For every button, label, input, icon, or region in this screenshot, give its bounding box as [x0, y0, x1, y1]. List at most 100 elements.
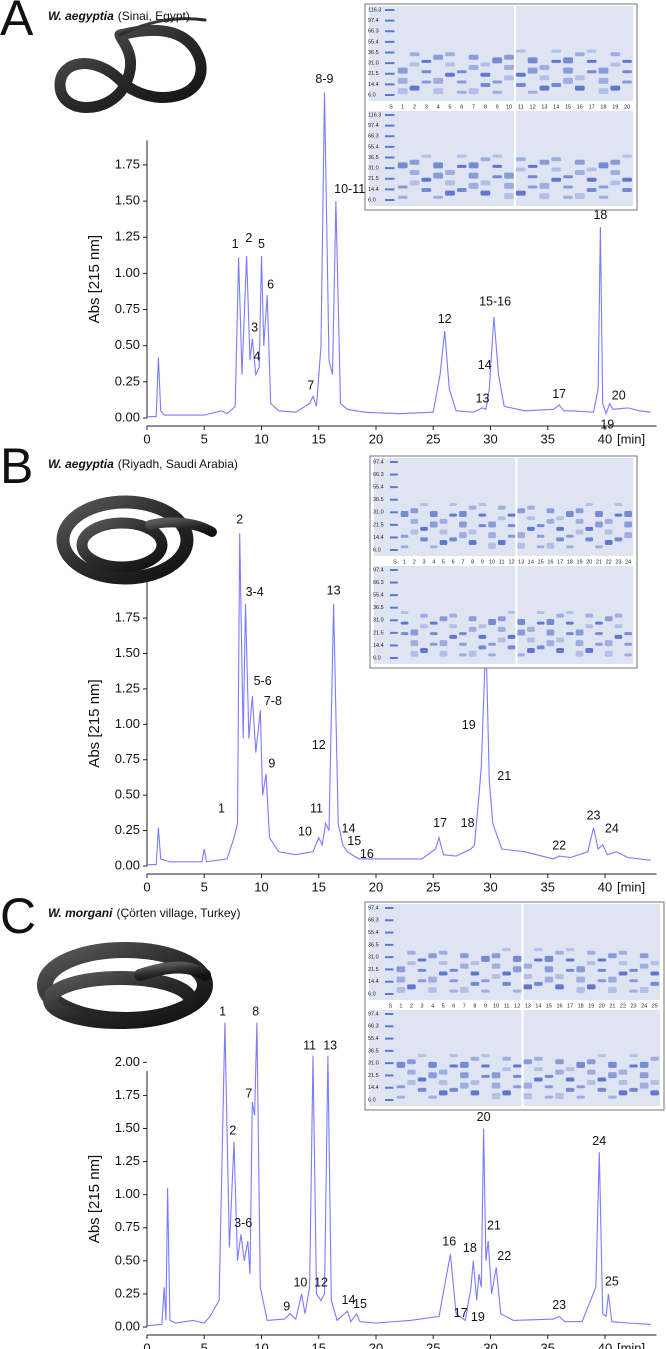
gel-band: [456, 90, 467, 94]
gel-band: [586, 950, 596, 955]
peak-label: 18: [593, 208, 607, 222]
gel-band: [492, 154, 503, 158]
x-axis-label: [min]: [617, 1340, 645, 1349]
gel-band: [428, 987, 437, 994]
gel-band: [639, 953, 649, 959]
gel-band: [546, 542, 555, 549]
gel-band: [515, 190, 526, 196]
gel-band: [517, 532, 526, 539]
x-tick-label: 10: [254, 879, 268, 894]
gel-band: [512, 1064, 522, 1068]
gel-band: [449, 968, 459, 972]
gel-band: [595, 510, 603, 517]
gel-band: [449, 1064, 459, 1068]
gel-band: [460, 1082, 469, 1089]
gel-band: [449, 989, 459, 993]
y-tick-label: 1.25: [115, 680, 140, 695]
gel-band: [439, 529, 448, 535]
peak-label: 20: [612, 389, 626, 403]
gel-marker-label: 31.0: [368, 166, 379, 172]
snake-photo: [54, 17, 207, 113]
gel-lane-label: 20: [599, 1003, 605, 1009]
peak-label: 17: [552, 387, 566, 401]
gel-marker-band: [385, 94, 395, 96]
gel-marker-band: [385, 177, 395, 180]
gel-lane-label: 4: [437, 104, 440, 110]
gel-marker-band: [385, 1049, 394, 1052]
gel-band: [565, 958, 575, 962]
y-axis-label: Abs [215 nm]: [86, 235, 103, 323]
gel-band: [428, 1072, 437, 1079]
gel-band: [650, 961, 659, 966]
gel-marker-label: 55.4: [373, 485, 384, 491]
x-tick-label: 20: [369, 1340, 383, 1349]
gel-band: [598, 185, 609, 189]
gel-band: [502, 1056, 511, 1061]
x-tick-label: 15: [312, 879, 326, 894]
gel-band: [507, 634, 516, 639]
gel-lane-label: 3: [422, 559, 425, 565]
peak-label: 16: [360, 847, 374, 861]
gel-marker-band: [385, 919, 394, 922]
gel-band: [622, 177, 632, 182]
gel-band: [417, 958, 427, 962]
gel-band: [650, 1080, 659, 1086]
gel-band: [576, 1061, 585, 1068]
gel-band: [491, 953, 501, 959]
peak-label: 4: [253, 350, 260, 364]
gel-band: [536, 611, 545, 614]
gel-lane-label: 2: [410, 1003, 413, 1009]
gel-lane-label: 17: [589, 104, 595, 110]
species-name: W. morgani: [48, 906, 113, 920]
gel-band: [410, 508, 419, 514]
gel-lane-label: 16: [547, 559, 553, 565]
gel-marker-band: [385, 145, 395, 148]
gel-band: [438, 961, 448, 966]
gel-marker-label: 36.5: [368, 155, 379, 161]
gel-marker-label: 14.4: [373, 643, 384, 649]
gel-band: [555, 1093, 564, 1100]
gel-lane-label: 20: [586, 559, 592, 565]
gel-band: [445, 170, 455, 176]
gel-band: [515, 72, 526, 77]
peak-label: 14: [342, 1293, 356, 1307]
gel-band: [497, 626, 506, 632]
gel-band: [492, 80, 503, 84]
gel-lane-label: 10: [506, 104, 512, 110]
gel-band: [470, 981, 480, 986]
gel-marker-band: [390, 594, 398, 597]
gel-band: [449, 979, 459, 983]
panel-letter: A: [0, 0, 34, 46]
gel-band: [604, 640, 613, 647]
gel-band: [517, 508, 526, 514]
gel-lane-label: 22: [620, 1003, 626, 1009]
gel-lane-label: 14: [553, 104, 559, 110]
gel-band: [563, 195, 573, 199]
gel-band: [544, 1095, 554, 1099]
gel-band: [624, 510, 632, 517]
gel-band: [410, 629, 419, 636]
gel-band: [574, 52, 585, 57]
gel-band: [624, 642, 632, 646]
gel-band: [420, 613, 428, 618]
gel-band: [481, 989, 490, 993]
panel-title: W. aegyptia (Sinai, Egypt): [48, 9, 190, 23]
gel-band: [491, 963, 501, 969]
peak-label: 21: [487, 1219, 501, 1233]
gel-band: [433, 172, 444, 179]
gel-lane-label: 12: [514, 1003, 520, 1009]
gel-lane-label: 4: [432, 559, 435, 565]
gel-marker-band: [385, 1062, 394, 1065]
gel-band: [639, 1082, 649, 1089]
peak-label: 7: [307, 378, 314, 392]
gel-marker-band: [385, 980, 394, 983]
gel-half: [374, 566, 633, 664]
gel-band: [551, 167, 562, 172]
gel-lane-label: 24: [625, 559, 631, 565]
gel-band: [624, 521, 632, 528]
gel-marker-band: [390, 569, 398, 571]
gel-band: [512, 989, 522, 993]
gel-band: [614, 513, 623, 517]
gel-marker-label: 66.3: [368, 1024, 379, 1030]
gel-band: [565, 510, 574, 517]
